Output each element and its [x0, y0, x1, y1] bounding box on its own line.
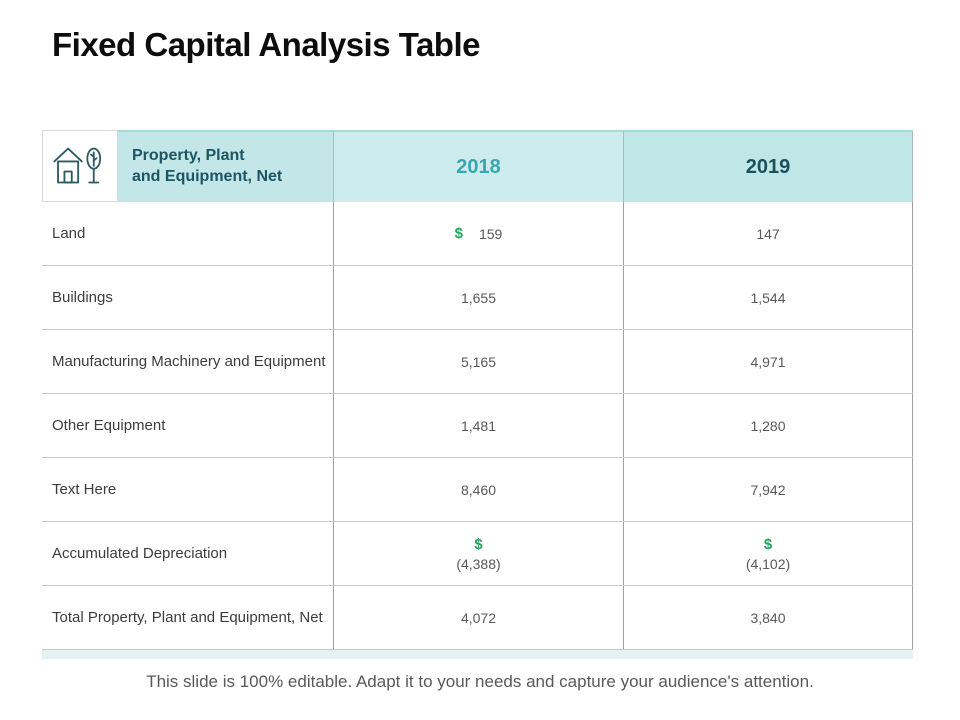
row-label: Accumulated Depreciation: [52, 545, 228, 562]
table-row-manufacturing-machinery: Manufacturing Machinery and Equipment 5,…: [42, 330, 913, 394]
value-text: 147: [756, 225, 780, 242]
value-text: 4,072: [460, 609, 497, 626]
value-text: 7,942: [750, 481, 786, 498]
value-2019: 7,942: [623, 458, 913, 521]
value-2018: $ 159: [333, 202, 623, 265]
value-text: 1,544: [750, 289, 786, 306]
value-text: 1,481: [460, 417, 497, 434]
value-2018: 1,655: [333, 266, 623, 329]
value-2018: 1,481: [333, 394, 623, 457]
dollar-sign: $: [474, 535, 483, 553]
table-bottom-strip: [42, 650, 913, 659]
table-row-other-equipment: Other Equipment 1,481 1,280: [42, 394, 913, 458]
value-2019: 3,840: [623, 586, 913, 649]
value-2019: 4,971: [623, 330, 913, 393]
value-2019: 147: [623, 202, 913, 265]
value-text: (4,102): [745, 555, 791, 572]
table-row-buildings: Buildings 1,655 1,544: [42, 266, 913, 330]
value-2018: 4,072: [333, 586, 623, 649]
value-text: 5,165: [460, 353, 497, 370]
row-label: Buildings: [52, 289, 113, 306]
table-row-text-here: Text Here 8,460 7,942: [42, 458, 913, 522]
value-text: 8,460: [460, 481, 497, 498]
column-header-2019: 2019: [623, 130, 913, 202]
dollar-sign: $: [454, 225, 463, 242]
value-2019: $ (4,102): [623, 522, 913, 585]
header-icon-cell: [42, 130, 118, 202]
value-text: 1,280: [750, 417, 786, 434]
value-2019: 1,544: [623, 266, 913, 329]
value-2019: 1,280: [623, 394, 913, 457]
fixed-capital-table: Property, Plant and Equipment, Net 2018 …: [42, 130, 913, 659]
row-label: Land: [52, 225, 86, 242]
table-row-land: Land $ 159 147: [42, 202, 913, 266]
table-row-total: Total Property, Plant and Equipment, Net…: [42, 586, 913, 650]
value-2018: 5,165: [333, 330, 623, 393]
page-title: Fixed Capital Analysis Table: [52, 26, 480, 63]
table-row-accumulated-depreciation: Accumulated Depreciation $ (4,388) $ (4,…: [42, 522, 913, 586]
value-text: (4,388): [456, 555, 501, 572]
row-label: Text Here: [52, 481, 117, 498]
footer-note: This slide is 100% editable. Adapt it to…: [146, 672, 814, 691]
column-header-2018: 2018: [333, 130, 623, 202]
value-text: 4,971: [750, 353, 786, 370]
value-text: 3,840: [750, 609, 786, 626]
row-label: Other Equipment: [52, 417, 166, 434]
column-header-label: Property, Plant and Equipment, Net: [118, 130, 333, 202]
value-2018: $ (4,388): [333, 522, 623, 585]
table-header-row: Property, Plant and Equipment, Net 2018 …: [42, 130, 913, 202]
value-text: 1,655: [460, 289, 497, 306]
row-label: Manufacturing Machinery and Equipment: [52, 353, 326, 370]
dollar-sign: $: [763, 535, 773, 553]
house-and-tree-icon: [53, 147, 102, 184]
value-text: 159: [478, 225, 503, 242]
row-label: Total Property, Plant and Equipment, Net: [52, 609, 323, 626]
value-2018: 8,460: [333, 458, 623, 521]
